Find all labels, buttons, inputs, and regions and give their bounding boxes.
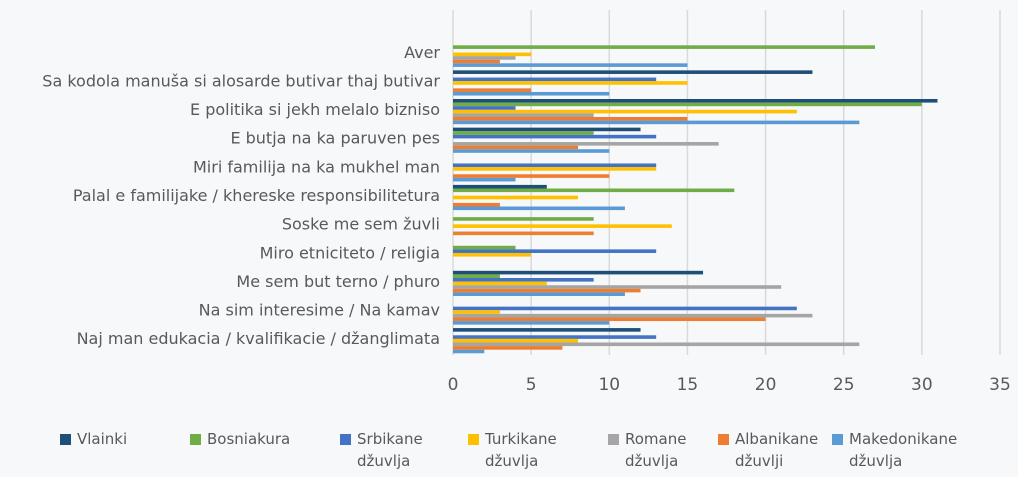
legend-swatch [340, 434, 351, 445]
x-tick-label: 10 [598, 375, 620, 395]
bar [453, 91, 610, 96]
bar [453, 252, 532, 257]
legend-item: Srbikane džuvlja [340, 428, 457, 472]
bar [453, 127, 641, 132]
bar [453, 328, 641, 332]
bar [453, 278, 594, 282]
bar [453, 202, 500, 207]
y-tick-label: Sa kodola manuša si alosarde butivar tha… [42, 71, 440, 90]
bar [453, 56, 516, 60]
bar [453, 231, 594, 236]
x-tick-label: 25 [833, 375, 855, 395]
bar [453, 338, 579, 343]
bar [453, 52, 532, 57]
x-tick-label: 30 [911, 375, 933, 395]
chart: 0 5 10 15 20 25 30 35 Aver Sa kodola manuša si al… [42, 10, 1011, 395]
bar [453, 342, 860, 347]
bar [453, 274, 500, 279]
bar [453, 88, 532, 92]
bar [453, 184, 547, 189]
y-tick-label: E politika si jekh melalo bizniso [190, 100, 440, 119]
bar [453, 163, 657, 168]
y-tick-label: Soske me sem žuvli [282, 215, 440, 234]
bar [453, 109, 797, 114]
bar [453, 321, 610, 325]
bar [453, 281, 547, 286]
bar [453, 45, 875, 49]
bar [453, 106, 516, 110]
bar [453, 206, 625, 211]
bar [453, 177, 516, 182]
y-tick-label: Me sem but terno / phuro [236, 272, 440, 291]
bar [453, 245, 516, 250]
y-tick-label: Miro etniciteto / religia [260, 243, 440, 262]
bar [453, 174, 610, 178]
y-tick-label: Naj man edukacia / kvalifikacie / džangl… [77, 329, 440, 348]
bar [453, 288, 641, 293]
bar [453, 142, 719, 146]
y-tick-label: Miri familija na ka mukhel man [193, 157, 440, 176]
legend-label: Makedonikane džuvlja [849, 430, 958, 470]
y-tick-label: Aver [404, 43, 440, 62]
bar [453, 70, 813, 74]
legend-label: Albanikane džuvlji [735, 430, 819, 470]
bar [453, 317, 766, 322]
bar [453, 188, 735, 193]
bar [453, 270, 704, 275]
x-tick-label: 35 [989, 375, 1011, 395]
legend-swatch [718, 434, 729, 445]
bar [453, 249, 657, 253]
bar [453, 217, 594, 221]
bar [453, 292, 625, 297]
bar [453, 134, 657, 139]
y-tick-label: Na sim interesime / Na kamav [199, 301, 440, 320]
bar [453, 310, 500, 314]
bar [453, 285, 782, 289]
x-tick-label: 15 [677, 375, 699, 395]
bar [453, 346, 563, 350]
bar [453, 313, 813, 318]
bar [453, 98, 938, 103]
legend-swatch [468, 434, 479, 445]
legend-swatch [190, 434, 201, 445]
legend-label: Bosniakura [207, 430, 291, 448]
legend-item: Makedonikane džuvlja [832, 428, 961, 472]
legend-item: Bosniakura [190, 428, 307, 450]
bar [453, 63, 688, 67]
legend-label: Romane džuvlja [625, 430, 687, 470]
y-tick-label: Palal e familijake / khereske responsibi… [73, 186, 440, 205]
legend-item: Romane džuvlja [608, 428, 725, 472]
x-tick-label: 0 [448, 375, 459, 395]
legend-swatch [60, 434, 71, 445]
legend-label: Srbikane džuvlja [357, 430, 423, 470]
bar [453, 77, 657, 82]
legend-label: Turkikane džuvlja [485, 430, 557, 470]
x-tick-label: 5 [526, 375, 537, 395]
bar [453, 102, 922, 107]
bar [453, 224, 672, 228]
x-tick-label: 20 [755, 375, 777, 395]
bar [453, 59, 500, 64]
bar [453, 120, 860, 125]
legend-swatch [608, 434, 619, 445]
y-tick-label: E butja na ka paruven pes [230, 129, 440, 148]
bar [453, 349, 485, 354]
bar [453, 116, 688, 121]
bar [453, 195, 579, 200]
bar [453, 149, 610, 153]
legend: Vlainki Bosniakura Srbikane džuvlja Turkika… [0, 428, 1018, 477]
legend-item: Turkikane džuvlja [468, 428, 585, 472]
legend-swatch [832, 434, 843, 445]
legend-item: Vlainki [60, 428, 177, 450]
bar [453, 167, 657, 171]
bar [453, 145, 579, 150]
bar [453, 81, 688, 85]
legend-item: Albanikane džuvlji [718, 428, 847, 472]
bar [453, 306, 797, 311]
bar [453, 113, 594, 117]
bar [453, 335, 657, 339]
bar [453, 131, 594, 135]
legend-label: Vlainki [77, 430, 128, 448]
